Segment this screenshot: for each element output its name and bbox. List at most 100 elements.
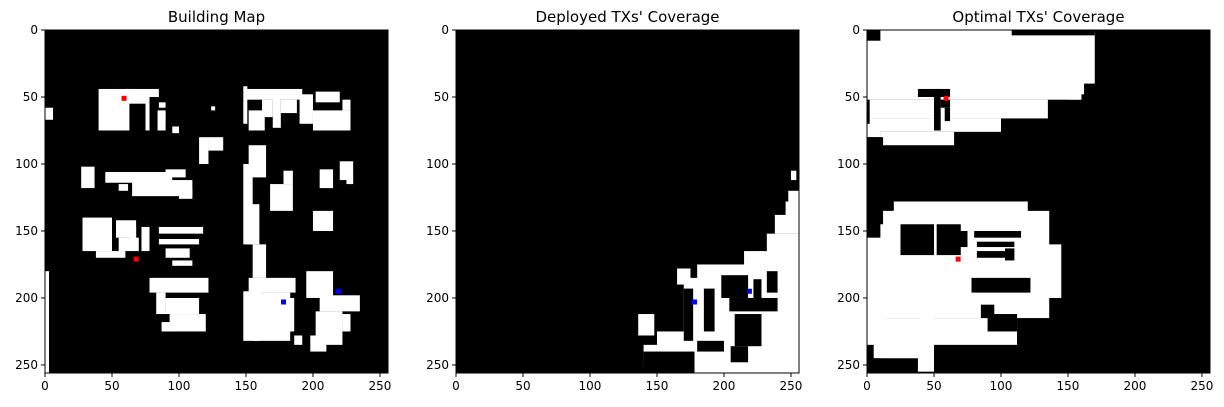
- white-region: [288, 297, 295, 332]
- black-region: [976, 241, 1015, 248]
- black-region: [721, 275, 749, 298]
- white-region: [95, 251, 126, 258]
- white-region: [211, 106, 216, 111]
- white-region: [158, 239, 200, 245]
- black-region: [1054, 318, 1210, 373]
- black-region: [976, 251, 1008, 258]
- white-region: [160, 113, 166, 123]
- white-region: [280, 99, 297, 114]
- white-region: [161, 322, 173, 332]
- white-region: [346, 177, 354, 185]
- axes-frame: [866, 29, 1211, 374]
- chart-title: Building Map: [168, 8, 265, 26]
- white-region: [867, 123, 881, 138]
- white-region: [45, 271, 50, 373]
- white-region: [149, 88, 159, 97]
- y-tick-label: 200: [837, 291, 860, 305]
- white-region: [165, 297, 200, 315]
- chart-title: Deployed TXs' Coverage: [535, 8, 719, 26]
- black-region: [734, 314, 762, 347]
- y-tick-label: 50: [23, 90, 38, 104]
- white-region: [342, 99, 351, 111]
- x-tick-label: 100: [990, 379, 1013, 393]
- x-tick-label: 50: [515, 379, 530, 393]
- white-region: [315, 91, 340, 103]
- white-region: [638, 314, 655, 336]
- y-tick-label: 250: [426, 358, 449, 372]
- white-region: [81, 166, 95, 189]
- x-tick-label: 200: [1124, 379, 1147, 393]
- black-region: [1017, 331, 1055, 373]
- white-region: [339, 161, 354, 181]
- map-content: [638, 170, 799, 373]
- white-region: [283, 170, 293, 185]
- x-tick-label: 0: [41, 379, 49, 393]
- white-region: [199, 137, 209, 164]
- x-tick-label: 150: [235, 379, 258, 393]
- axes-frame: [455, 29, 800, 374]
- tx-marker: [955, 256, 961, 262]
- map-content: [45, 86, 360, 373]
- black-region: [730, 346, 749, 363]
- y-tick-label: 50: [434, 90, 449, 104]
- white-region: [312, 210, 334, 231]
- black-region: [697, 340, 724, 352]
- y-tick-label: 0: [30, 23, 38, 37]
- y-tick-label: 200: [15, 291, 38, 305]
- white-region: [248, 145, 267, 178]
- white-region: [312, 110, 351, 131]
- x-tick-label: 250: [1191, 379, 1214, 393]
- black-region: [867, 137, 884, 225]
- white-region: [141, 226, 150, 252]
- white-region: [310, 335, 327, 352]
- black-region: [1067, 210, 1210, 252]
- black-region: [950, 230, 968, 248]
- x-tick-label: 150: [1057, 379, 1080, 393]
- y-tick-label: 100: [837, 157, 860, 171]
- white-region: [149, 277, 209, 293]
- x-tick-label: 50: [926, 379, 941, 393]
- black-region: [683, 288, 694, 341]
- black-region: [766, 271, 778, 293]
- white-region: [158, 226, 204, 234]
- white-region: [319, 295, 360, 312]
- white-region: [105, 172, 173, 183]
- tx-marker: [691, 299, 697, 305]
- y-tick-label: 150: [426, 224, 449, 238]
- black-region: [940, 99, 951, 108]
- x-tick-label: 0: [452, 379, 460, 393]
- y-tick-label: 250: [15, 358, 38, 372]
- x-tick-label: 250: [369, 379, 392, 393]
- black-region: [974, 230, 1022, 238]
- white-region: [172, 260, 193, 266]
- axes-frame: [44, 29, 389, 374]
- white-region: [145, 88, 150, 131]
- white-region: [245, 204, 260, 245]
- white-region: [306, 271, 334, 298]
- tx-marker: [746, 288, 752, 294]
- x-tick-label: 100: [168, 379, 191, 393]
- white-region: [132, 180, 193, 197]
- y-tick-label: 150: [837, 224, 860, 238]
- white-region: [165, 169, 186, 178]
- white-region: [243, 86, 248, 124]
- white-region: [880, 131, 955, 146]
- white-region: [869, 99, 1048, 119]
- white-region: [129, 226, 137, 245]
- white-region: [785, 201, 799, 218]
- x-tick-label: 50: [104, 379, 119, 393]
- x-tick-label: 150: [646, 379, 669, 393]
- y-tick-label: 100: [15, 157, 38, 171]
- y-tick-label: 50: [845, 90, 860, 104]
- white-region: [1041, 244, 1062, 298]
- black-region: [987, 314, 1018, 332]
- x-tick-label: 250: [780, 379, 803, 393]
- white-region: [342, 314, 351, 332]
- map-content: [867, 30, 1210, 373]
- white-region: [125, 88, 146, 104]
- tx-marker: [943, 95, 949, 101]
